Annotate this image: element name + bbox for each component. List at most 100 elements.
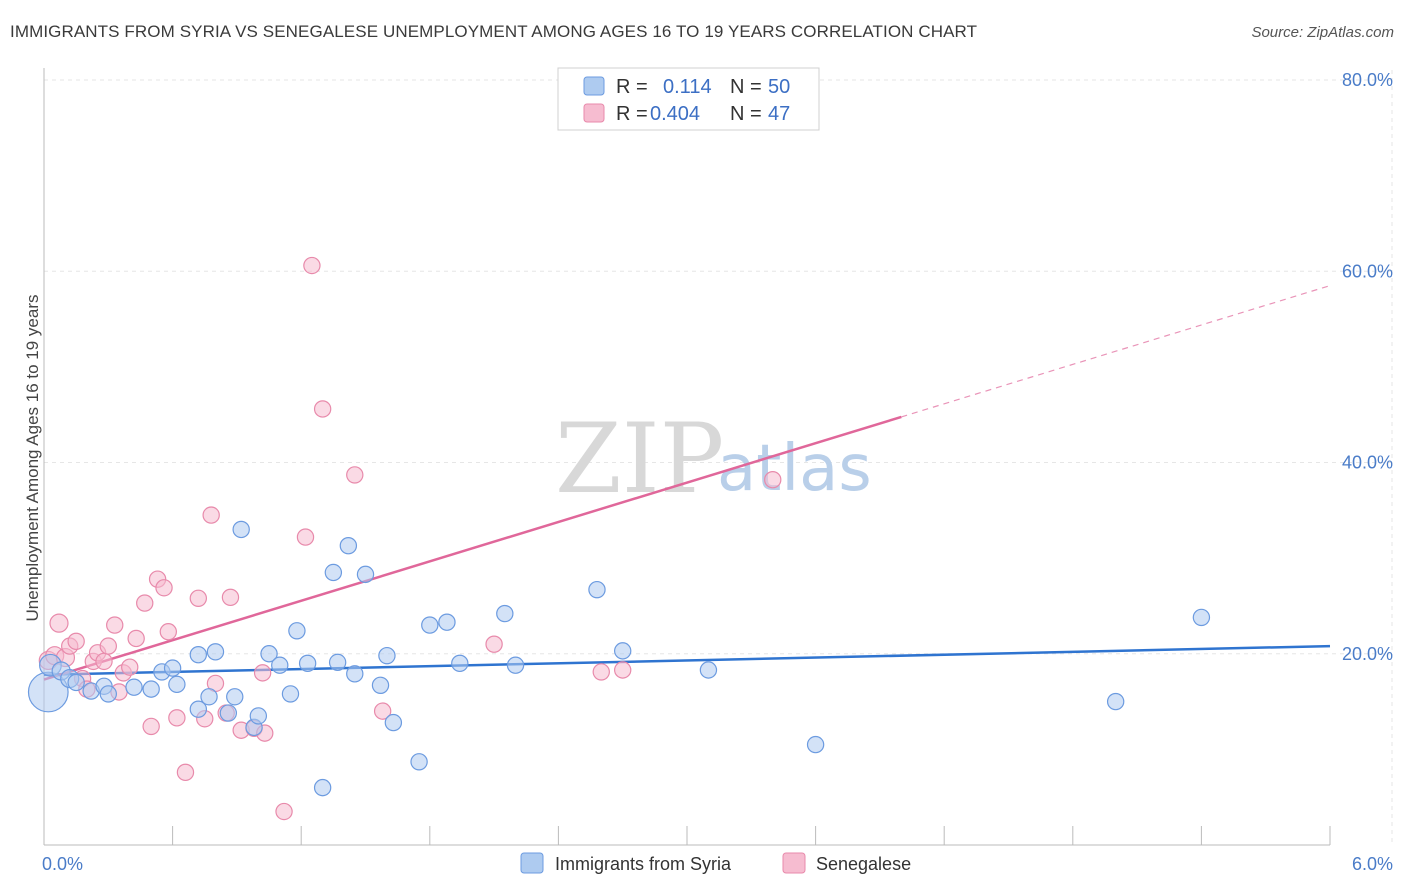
point-senegalese [95,652,113,671]
source-credit: Source: ZipAtlas.com [1251,24,1394,41]
point-senegalese [127,629,145,648]
axes [43,68,1331,846]
y-tick-labels: 20.0% 40.0% 60.0% 80.0% [1342,70,1393,664]
point-syria [384,713,403,732]
y-tick-label: 20.0% [1342,644,1393,664]
point-senegalese [592,663,610,681]
point-syria [226,688,244,706]
x-tick-labels: 0.0% 6.0% [42,854,1393,874]
point-syria [288,622,306,640]
legend-n-label-syria: N = [730,76,762,98]
point-syria [588,580,606,599]
point-syria [346,665,364,683]
point-syria [249,707,268,725]
legend-r-label-senegalese: R = [616,103,648,125]
point-senegalese [296,528,315,546]
chart-title: IMMIGRANTS FROM SYRIA VS SENEGALESE UNEM… [10,22,978,41]
bottom-legend-label-senegalese: Senegalese [816,854,911,874]
trend-line-senegalese [43,415,902,681]
point-senegalese [303,256,321,275]
bottom-legend: Immigrants from Syria Senegalese [520,852,911,874]
legend-r-value-syria: 0.114 [663,76,712,98]
x-tick-label: 0.0% [42,854,83,874]
legend-n-value-senegalese: 47 [768,103,790,125]
point-syria [206,643,225,661]
point-syria [1192,608,1211,627]
legend: R = 0.114 N = 50 R = 0.404 N = 47 [557,67,820,131]
point-senegalese [67,632,85,651]
point-senegalese [168,709,186,727]
point-syria [232,520,250,539]
point-senegalese [313,400,332,418]
y-tick-label: 80.0% [1342,70,1393,90]
point-senegalese [142,717,160,736]
point-syria [189,646,208,664]
point-senegalese [189,589,208,607]
point-syria [699,661,718,679]
trend-lines [43,285,1331,681]
point-syria [99,685,118,703]
point-syria [168,675,186,694]
point-syria [438,613,456,631]
trend-line-syria [43,644,1331,677]
point-syria [356,565,375,584]
bottom-legend-swatch-syria [520,852,544,874]
point-syria [1106,692,1125,711]
point-syria [67,673,85,692]
point-senegalese [202,506,220,524]
legend-r-label-syria: R = [616,76,648,98]
legend-swatch-syria [583,76,605,96]
x-tick-label: 6.0% [1352,854,1393,874]
y-tick-label: 40.0% [1342,453,1393,473]
y-tick-label: 60.0% [1342,261,1393,281]
legend-swatch-senegalese [583,103,605,123]
point-syria [271,656,289,674]
point-syria [339,536,358,555]
trend-line-senegalese-extrapolated [901,285,1331,418]
point-syria [219,704,238,722]
point-syria [614,642,632,660]
point-senegalese [373,702,392,720]
point-syria [142,680,160,698]
point-senegalese [253,664,272,682]
point-senegalese [159,623,178,641]
point-syria [451,654,469,673]
gridlines [44,70,1393,845]
point-syria [806,735,825,754]
point-syria [506,656,525,674]
point-senegalese [614,661,632,679]
point-syria [260,645,278,663]
point-syria [496,604,514,623]
point-senegalese [136,594,154,612]
y-axis-label: Unemployment Among Ages 16 to 19 years [23,295,42,622]
point-syria [163,659,182,677]
legend-n-value-syria: 50 [768,76,790,98]
point-senegalese [121,658,139,676]
point-syria [313,778,332,797]
point-senegalese [176,763,195,782]
point-syria [200,688,218,706]
point-senegalese [49,613,69,633]
point-syria [378,646,396,665]
point-syria [125,678,143,696]
point-syria [298,654,317,673]
bottom-legend-label-syria: Immigrants from Syria [555,854,732,874]
bottom-legend-swatch-senegalese [782,852,806,874]
point-senegalese [346,466,364,484]
point-senegalese [275,802,293,821]
point-senegalese [99,637,118,655]
point-syria [421,616,439,634]
point-syria [324,563,343,582]
point-senegalese [764,471,782,489]
point-senegalese [221,588,240,607]
point-syria [410,753,428,771]
point-syria [328,653,347,672]
point-senegalese [485,635,503,653]
point-senegalese [106,616,124,634]
data-points [27,71,1211,821]
legend-r-value-senegalese: 0.404 [650,103,700,125]
legend-n-label-senegalese: N = [730,103,762,125]
point-syria [371,676,390,695]
point-syria [281,685,300,703]
